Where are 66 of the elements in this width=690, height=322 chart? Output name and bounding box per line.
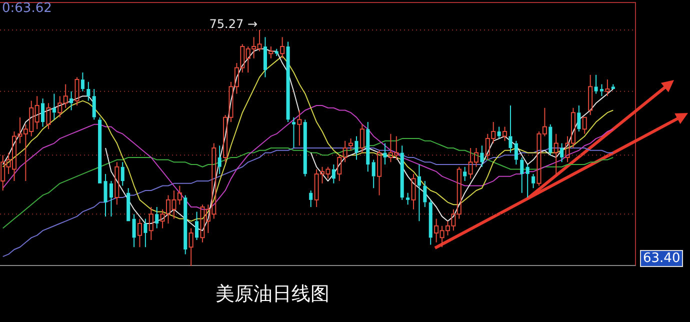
candlestick <box>366 122 370 172</box>
candlestick <box>480 145 484 168</box>
candlestick <box>263 36 267 78</box>
candlestick <box>605 79 610 97</box>
candlestick <box>92 88 96 120</box>
candlestick <box>188 228 194 266</box>
candlestick <box>594 74 598 94</box>
candlestick <box>526 164 530 198</box>
candlestick <box>268 46 274 59</box>
candlestick <box>514 140 518 166</box>
candlestick <box>332 164 336 184</box>
candlestick <box>600 84 604 97</box>
candlestick <box>280 36 285 59</box>
candlestick <box>46 102 51 130</box>
candlestick <box>423 180 427 208</box>
candlestick <box>497 126 501 140</box>
candlestick <box>520 156 524 194</box>
candlestick <box>132 214 136 248</box>
candlestick <box>70 90 74 111</box>
candlestick <box>274 48 278 56</box>
candlestick <box>292 116 296 148</box>
candlestick <box>120 162 124 186</box>
text: 0:63.62 <box>2 1 52 16</box>
candlestick <box>218 145 222 174</box>
candlestick <box>532 173 536 189</box>
candlestick <box>348 138 354 151</box>
candlestick <box>109 180 113 217</box>
candlestick <box>148 206 154 241</box>
candlestick <box>80 72 84 92</box>
candlestick <box>155 206 159 229</box>
candlestick <box>417 164 421 222</box>
candlestick <box>377 150 382 196</box>
candlestick <box>383 142 387 166</box>
candlestick <box>104 173 108 217</box>
candlestick <box>428 199 432 246</box>
candlestick <box>137 218 142 248</box>
candlestick <box>411 173 416 210</box>
candlestick <box>372 159 376 189</box>
candlestick <box>195 211 199 241</box>
candlestick <box>577 105 581 132</box>
candlestick <box>508 105 512 154</box>
candlestick <box>303 119 307 177</box>
candlestick <box>406 192 410 206</box>
candlestick <box>297 110 302 146</box>
candlestick <box>309 190 313 208</box>
candlestick <box>548 124 552 156</box>
candlestick <box>588 74 593 116</box>
candlestick <box>184 194 188 255</box>
text: 63.40 <box>640 250 684 267</box>
candlestick <box>114 162 120 206</box>
candlestick <box>286 41 290 123</box>
candlestick <box>554 133 558 174</box>
candlestick <box>463 166 467 182</box>
candlestick <box>144 218 148 248</box>
candlestick <box>502 126 508 142</box>
candlestick <box>582 116 587 134</box>
candlestick <box>560 142 564 163</box>
text: 美原油日线图 <box>214 282 330 307</box>
annotation: 75.27 → <box>209 17 258 32</box>
candlestick <box>400 145 404 200</box>
candlestick <box>360 124 364 154</box>
candlestick <box>126 188 130 222</box>
candlestick <box>354 136 358 160</box>
candlestick <box>52 93 56 120</box>
candlestick <box>86 81 90 102</box>
candlestick <box>41 98 45 128</box>
